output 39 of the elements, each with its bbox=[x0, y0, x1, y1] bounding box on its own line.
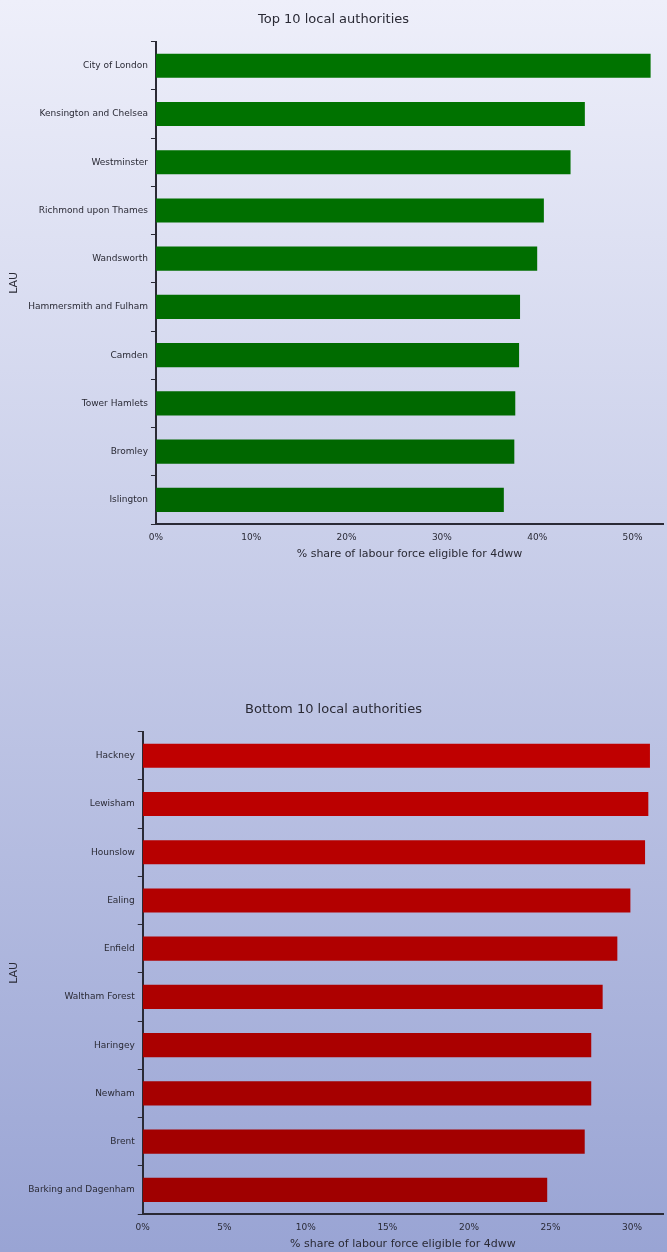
y-tick-label: Lewisham bbox=[89, 798, 135, 809]
y-axis-title: LAU bbox=[7, 961, 21, 984]
x-tick-label: 5% bbox=[217, 1221, 232, 1232]
y-tick-label: Richmond upon Thames bbox=[38, 204, 149, 215]
y-tick-label: Kensington and Chelsea bbox=[39, 108, 148, 119]
y-axis-title: LAU bbox=[7, 271, 21, 294]
y-tick-label: Hammersmith and Fulham bbox=[28, 301, 148, 312]
y-tick-label: Islington bbox=[109, 494, 148, 505]
x-tick-label: 20% bbox=[458, 1221, 480, 1232]
x-tick-label: 0% bbox=[148, 531, 164, 542]
y-tick-label: Haringey bbox=[93, 1039, 136, 1050]
x-tick-label: 10% bbox=[295, 1221, 317, 1232]
x-tick-label: 40% bbox=[527, 531, 548, 542]
y-tick-label: Brent bbox=[110, 1135, 136, 1146]
y-tick-label: Camden bbox=[110, 349, 148, 360]
y-tick-label: Hounslow bbox=[91, 846, 135, 857]
x-tick-label: 50% bbox=[622, 531, 643, 542]
x-axis-title: % share of labour force eligible for 4dww bbox=[296, 547, 523, 561]
y-tick-label: Tower Hamlets bbox=[80, 397, 149, 408]
chart-title: Top 10 local authorities bbox=[256, 11, 410, 27]
x-tick-label: 30% bbox=[431, 531, 453, 542]
y-tick-label: City of London bbox=[82, 60, 148, 71]
y-tick-label: Westminster bbox=[91, 156, 149, 167]
y-tick-label: Ealing bbox=[107, 894, 135, 905]
x-tick-label: 15% bbox=[377, 1221, 398, 1232]
x-tick-label: 30% bbox=[622, 1221, 643, 1232]
chart-title: Bottom 10 local authorities bbox=[245, 701, 423, 717]
y-tick-label: Hackney bbox=[95, 750, 136, 761]
x-axis-title: % share of labour force eligible for 4dww bbox=[290, 1237, 516, 1251]
x-tick-label: 20% bbox=[336, 531, 358, 542]
y-tick-label: Newham bbox=[95, 1087, 135, 1098]
x-tick-label: 10% bbox=[241, 531, 262, 542]
y-tick-label: Enfield bbox=[103, 943, 135, 954]
x-tick-label: 25% bbox=[540, 1221, 561, 1232]
y-tick-label: Barking and Dagenham bbox=[28, 1184, 135, 1195]
y-tick-label: Bromley bbox=[110, 445, 149, 456]
x-tick-label: 0% bbox=[135, 1221, 151, 1232]
y-tick-label: Waltham Forest bbox=[64, 991, 136, 1002]
y-tick-label: Wandsworth bbox=[92, 253, 148, 264]
